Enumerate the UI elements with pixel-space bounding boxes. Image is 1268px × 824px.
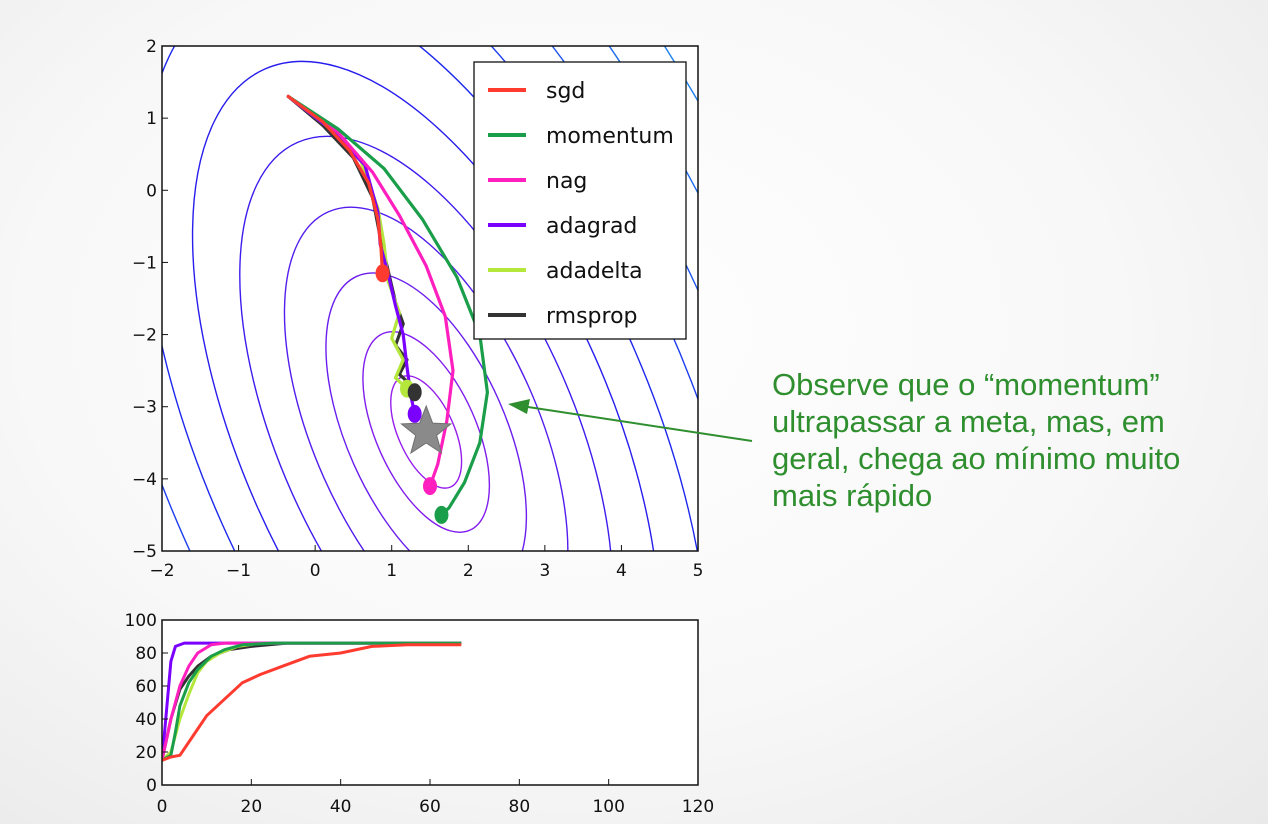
trajectory-sgd	[286, 94, 385, 275]
y-tick-label: −3	[132, 398, 157, 418]
x-tick-label: 40	[330, 797, 352, 817]
legend-label-adagrad: adagrad	[546, 214, 637, 239]
x-tick-label: 3	[539, 561, 550, 581]
loss-plot-ticks: 0 20 40 60 80 100 120 100 80 60 40 20 0	[125, 611, 715, 817]
x-tick-label: −1	[226, 561, 251, 581]
y-tick-label: −4	[132, 470, 157, 490]
contour-line	[362, 330, 491, 533]
loss-lines	[162, 641, 462, 762]
annotation-arrow	[508, 399, 753, 442]
loss-line	[162, 641, 462, 762]
x-tick-label: 80	[509, 797, 531, 817]
endpoint-rmsprop	[407, 383, 422, 402]
x-tick-label: −2	[149, 561, 174, 581]
annotation-line: mais rápido	[772, 478, 933, 513]
contour-line	[239, 135, 614, 551]
y-tick-label: 0	[146, 181, 157, 201]
endpoint-momentum	[434, 505, 449, 524]
contour-line	[283, 206, 569, 551]
legend-box	[473, 61, 687, 340]
legend-label-rmsprop: rmsprop	[546, 304, 638, 329]
x-tick-label: 60	[419, 797, 441, 817]
trajectory-plot-ticks: −2 −1 0 1 2 3 4 5 2 1 0 −1 −2 −3 −4 −5	[132, 37, 703, 581]
contour-line	[325, 272, 528, 551]
y-tick-label: −2	[132, 326, 157, 346]
contour-line	[191, 60, 661, 551]
y-tick-label: 0	[146, 776, 157, 796]
legend-label-nag: nag	[546, 169, 587, 194]
y-tick-label: 2	[146, 37, 157, 57]
trajectory-plot-frame	[161, 45, 699, 552]
x-tick-label: 120	[682, 797, 714, 817]
trajectory-markers	[375, 264, 453, 524]
y-tick-label: −1	[132, 253, 157, 273]
x-tick-label: 20	[241, 797, 263, 817]
legend-label-sgd: sgd	[546, 79, 585, 104]
x-tick-label: 0	[157, 797, 168, 817]
endpoint-nag	[423, 477, 437, 496]
legend-label-adadelta: adadelta	[546, 259, 643, 284]
y-tick-label: 100	[125, 611, 157, 631]
annotation-line: geral, chega ao mínimo muito	[772, 441, 1181, 476]
annotation-line: Observe que o “momentum”	[772, 367, 1160, 402]
loss-line	[162, 643, 462, 762]
y-tick-label: 80	[135, 644, 157, 664]
legend: sgd momentum nag adagrad adadelta rmsprop	[473, 61, 687, 340]
annotation-arrow-line	[527, 406, 753, 442]
x-tick-label: 100	[592, 797, 624, 817]
x-tick-label: 5	[693, 561, 704, 581]
trajectory-nag	[286, 94, 455, 488]
annotation-arrow-head	[508, 399, 530, 414]
x-tick-label: 0	[310, 561, 321, 581]
minimum-star-marker	[400, 404, 453, 455]
annotation-text: Observe que o “momentum” ultrapassar a m…	[772, 366, 1262, 514]
endpoint-sgd	[375, 264, 390, 283]
y-tick-label: 60	[135, 677, 157, 697]
endpoint-adagrad	[407, 404, 422, 423]
y-tick-label: 40	[135, 710, 157, 730]
legend-label-momentum: momentum	[546, 124, 674, 149]
loss-plot: 0 20 40 60 80 100 120 100 80 60 40 20 0	[125, 611, 715, 817]
y-tick-label: −5	[132, 542, 157, 562]
contour-line	[162, 46, 698, 551]
annotation-line: ultrapassar a meta, mas, em	[772, 404, 1165, 439]
y-tick-label: 1	[146, 109, 157, 129]
x-tick-label: 4	[616, 561, 627, 581]
y-tick-label: 20	[135, 743, 157, 763]
x-tick-label: 2	[463, 561, 474, 581]
x-tick-label: 1	[386, 561, 397, 581]
